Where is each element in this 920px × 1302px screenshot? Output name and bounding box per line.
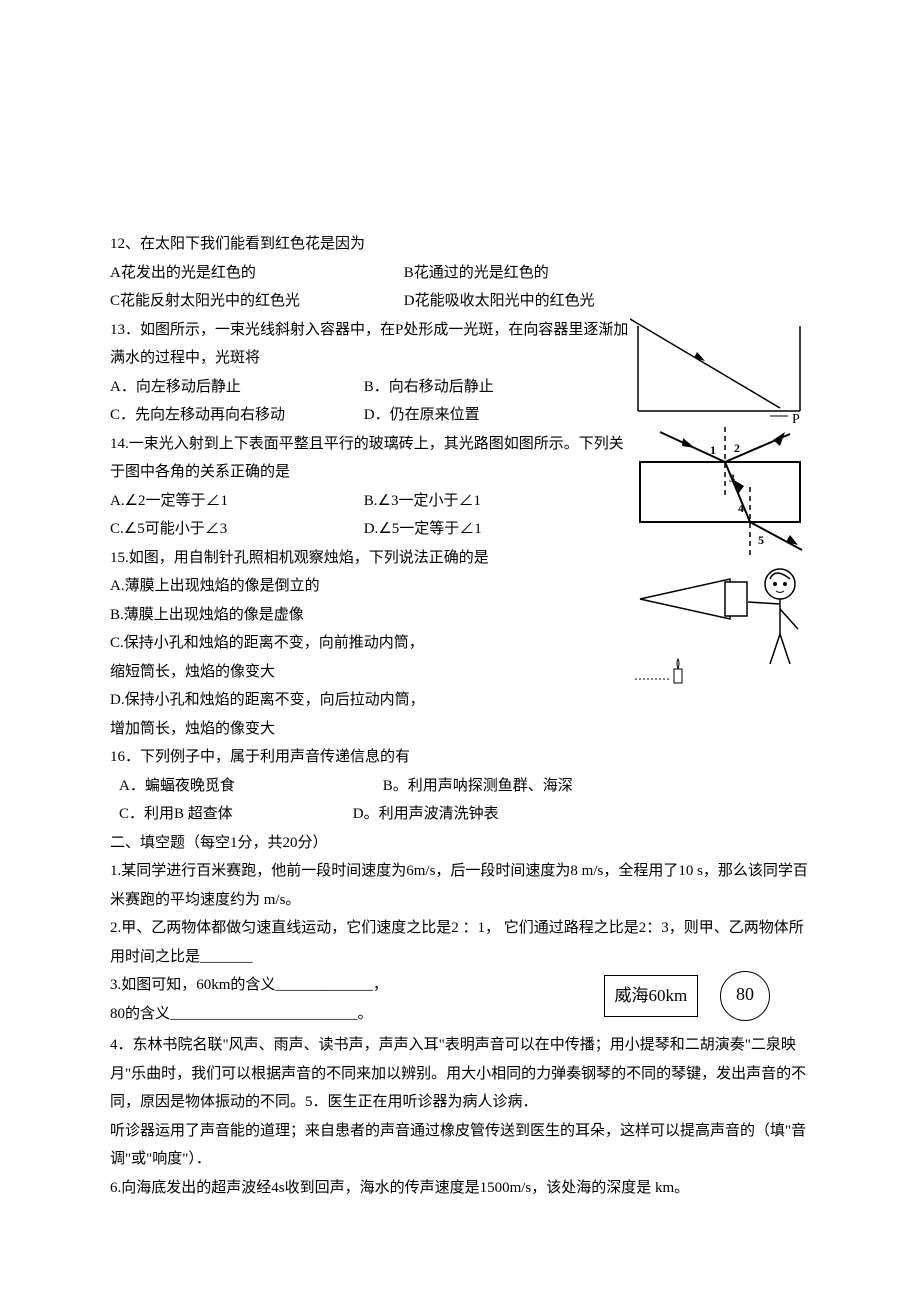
svg-text:3: 3 xyxy=(729,471,735,485)
q13-row: P 13．如图所示，一束光线斜射入容器中，在P处形成一光斑，在向容器里逐渐加满水… xyxy=(110,316,810,430)
q14-row1: A.∠2一定等于∠1 B.∠3一定小于∠1 xyxy=(110,487,630,516)
section2-heading: 二、填空题（每空1分，共20分） xyxy=(110,829,810,858)
fill4: 4．东林书院名联"风声、雨声、读书声，声声入耳"表明声音可以在中传播；用小提琴和… xyxy=(110,1031,810,1117)
q13-stem: 13．如图所示，一束光线斜射入容器中，在P处形成一光斑，在向容器里逐渐加满水的过… xyxy=(110,316,630,373)
sign-rect: 威海60km xyxy=(604,975,699,1017)
q16-b: B。利用声呐探测鱼群、海深 xyxy=(383,778,573,794)
q15-c2: 缩短筒长，烛焰的像变大 xyxy=(110,658,630,687)
q14-row: 1 2 3 4 5 14.一束光入射到上下表面平整且平行的玻璃砖上，其光路图如图… xyxy=(110,430,810,544)
q13-row1: A．向左移动后静止 B．向右移动后静止 xyxy=(110,373,630,402)
fill1: 1.某同学进行百米赛跑，他前一段时间速度为6m/s，后一段时间速度为8 m/s，… xyxy=(110,857,810,914)
q15-text: 15.如图，用自制针孔照相机观察烛焰，下列说法正确的是 A.薄膜上出现烛焰的像是… xyxy=(110,544,630,744)
q13-figure: P xyxy=(630,316,810,426)
q14-stem: 14.一束光入射到上下表面平整且平行的玻璃砖上，其光路图如图所示。下列关于图中各… xyxy=(110,430,630,487)
q15-figure xyxy=(630,544,810,694)
q16-c: C．利用B 超查体 xyxy=(119,800,349,829)
q15-stem: 15.如图，用自制针孔照相机观察烛焰，下列说法正确的是 xyxy=(110,544,630,573)
q15-d1: D.保持小孔和烛焰的距离不变，向后拉动内筒， xyxy=(110,686,630,715)
q16: 16．下列例子中，属于利用声音传递信息的有 A．蝙蝠夜晚觅食 B。利用声呐探测鱼… xyxy=(110,743,810,829)
q16-a: A．蝙蝠夜晚觅食 xyxy=(119,772,379,801)
q13-d: D．仍在原来位置 xyxy=(364,407,480,423)
q15-a: A.薄膜上出现烛焰的像是倒立的 xyxy=(110,572,630,601)
svg-text:4: 4 xyxy=(738,501,744,515)
q16-d: D。利用声波清洗钟表 xyxy=(353,806,499,822)
fill5: 听诊器运用了声音能的道理；来自患者的声音通过橡皮管传送到医生的耳朵，这样可以提高… xyxy=(110,1117,810,1174)
fill3-a: 3.如图可知，60km的含义_____________， xyxy=(110,971,490,1000)
q12-d: D花能吸收太阳光中的红色光 xyxy=(404,293,595,309)
q13-row2: C．先向左移动再向右移动 D．仍在原来位置 xyxy=(110,401,630,430)
q14-b: B.∠3一定小于∠1 xyxy=(364,493,481,509)
q15-d2: 增加筒长，烛焰的像变大 xyxy=(110,715,630,744)
q14-a: A.∠2一定等于∠1 xyxy=(110,487,360,516)
q14-text: 14.一束光入射到上下表面平整且平行的玻璃砖上，其光路图如图所示。下列关于图中各… xyxy=(110,430,630,544)
q13-c: C．先向左移动再向右移动 xyxy=(110,401,360,430)
q14-c: C.∠5可能小于∠3 xyxy=(110,515,360,544)
q13-b: B．向右移动后静止 xyxy=(364,379,494,395)
fill3-text: 3.如图可知，60km的含义_____________， 80的含义______… xyxy=(110,971,490,1028)
q14-figure: 1 2 3 4 5 xyxy=(630,422,810,562)
q15-row: 15.如图，用自制针孔照相机观察烛焰，下列说法正确的是 A.薄膜上出现烛焰的像是… xyxy=(110,544,810,744)
q16-stem: 16．下列例子中，属于利用声音传递信息的有 xyxy=(110,743,810,772)
fill6: 6.向海底发出的超声波经4s收到回声，海水的传声速度是1500m/s，该处海的深… xyxy=(110,1174,810,1203)
q12-stem: 12、在太阳下我们能看到红色花是因为 xyxy=(110,230,810,259)
q12-a: A花发出的光是红色的 xyxy=(110,259,400,288)
fill3-row: 威海60km 80 3.如图可知，60km的含义_____________， 8… xyxy=(110,971,810,1031)
svg-text:1: 1 xyxy=(710,443,716,457)
q14-d: D.∠5一定等于∠1 xyxy=(364,521,482,537)
q16-row1: A．蝙蝠夜晚觅食 B。利用声呐探测鱼群、海深 xyxy=(110,772,810,801)
svg-text:2: 2 xyxy=(734,441,740,455)
page: 12、在太阳下我们能看到红色花是因为 A花发出的光是红色的 B花通过的光是红色的… xyxy=(0,0,920,1262)
q12-row2: C花能反射太阳光中的红色光 D花能吸收太阳光中的红色光 xyxy=(110,287,810,316)
road-signs: 威海60km 80 xyxy=(604,971,770,1021)
q13-a: A．向左移动后静止 xyxy=(110,373,360,402)
q15-c1: C.保持小孔和烛焰的距离不变，向前推动内筒， xyxy=(110,629,630,658)
q12-b: B花通过的光是红色的 xyxy=(404,265,549,281)
fill2: 2.甲、乙两物体都做匀速直线运动，它们速度之比是2 ：1， 它们通过路程之比是2… xyxy=(110,914,810,971)
q12-row1: A花发出的光是红色的 B花通过的光是红色的 xyxy=(110,259,810,288)
q13-text: 13．如图所示，一束光线斜射入容器中，在P处形成一光斑，在向容器里逐渐加满水的过… xyxy=(110,316,630,430)
fill3-b: 80的含义_________________________。 xyxy=(110,1000,490,1029)
q12: 12、在太阳下我们能看到红色花是因为 A花发出的光是红色的 B花通过的光是红色的… xyxy=(110,230,810,316)
q14-row2: C.∠5可能小于∠3 D.∠5一定等于∠1 xyxy=(110,515,630,544)
q15-b: B.薄膜上出现烛焰的像是虚像 xyxy=(110,601,630,630)
sign-circle: 80 xyxy=(720,971,770,1021)
q16-row2: C．利用B 超查体 D。利用声波清洗钟表 xyxy=(110,800,810,829)
q12-c: C花能反射太阳光中的红色光 xyxy=(110,287,400,316)
